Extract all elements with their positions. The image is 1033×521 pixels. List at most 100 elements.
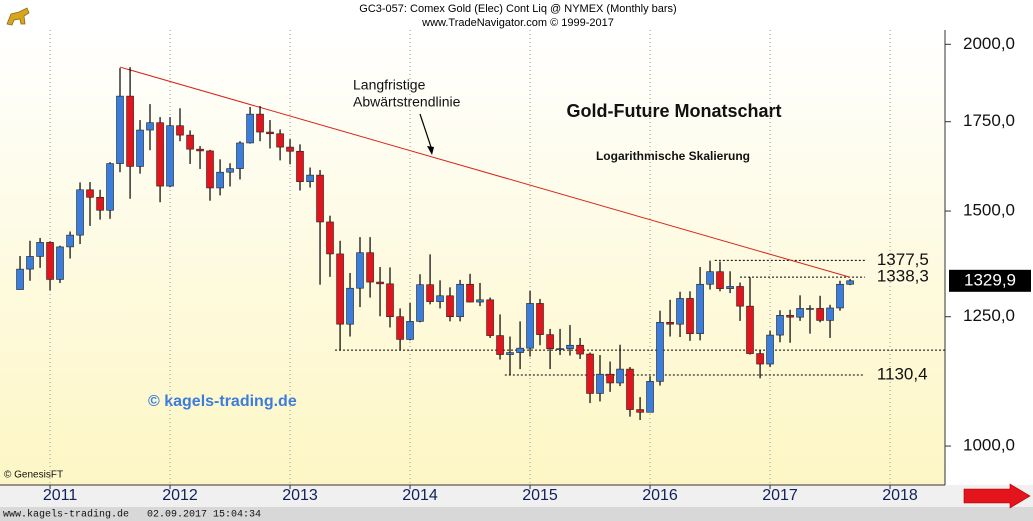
candle-body — [126, 95, 134, 167]
candle-body — [516, 347, 524, 353]
candle-body — [296, 150, 304, 182]
scale-note: Logarithmische Skalierung — [596, 149, 750, 163]
candle-body — [826, 307, 834, 321]
x-tick-label: 2015 — [522, 487, 558, 504]
candle-body — [236, 142, 244, 169]
candle-body — [346, 287, 354, 325]
candle-body — [586, 353, 594, 394]
candle-body — [756, 353, 764, 365]
candle-body — [36, 242, 44, 257]
candle-body — [56, 246, 64, 280]
candle-body — [676, 298, 684, 325]
candle-body — [306, 174, 314, 182]
candle-body — [476, 299, 484, 303]
candle-body — [166, 125, 174, 187]
candle-body — [616, 368, 624, 384]
candle-body — [566, 344, 574, 349]
candle-body — [156, 122, 164, 187]
candle-body — [766, 334, 774, 365]
candle-body — [606, 373, 614, 384]
candle-body — [716, 271, 724, 289]
candle-body — [626, 368, 634, 410]
bull-icon — [6, 7, 30, 26]
annotation-arrow — [419, 113, 433, 151]
candle-body — [366, 252, 374, 283]
candle-body — [666, 322, 674, 325]
candle-body — [696, 283, 704, 334]
candle-body — [786, 315, 794, 318]
x-tick-label: 2013 — [282, 487, 318, 504]
candle-body — [816, 308, 824, 321]
candle-body — [146, 122, 154, 131]
candle-body — [46, 242, 54, 280]
candle-body — [706, 271, 714, 285]
trend-note: Abwärtstrendlinie — [353, 94, 461, 110]
candle-body — [656, 322, 664, 382]
candle-body — [796, 308, 804, 318]
source: © GenesisFT — [4, 470, 63, 481]
candle-body — [426, 284, 434, 302]
candle-body — [256, 113, 264, 133]
candle-body — [636, 409, 644, 413]
y-tick-label: 1250,0 — [963, 306, 1015, 325]
candle-body — [466, 283, 474, 303]
y-tick-label: 1750,0 — [963, 111, 1015, 130]
candle-body — [276, 133, 284, 148]
candle-body — [186, 134, 194, 150]
candle-body — [806, 308, 814, 310]
level-label: 1130,4 — [877, 364, 928, 383]
candle-body — [326, 221, 334, 255]
candle-body — [16, 268, 24, 290]
candle-body — [106, 163, 114, 211]
candle-body — [536, 303, 544, 335]
candle-body — [266, 131, 274, 135]
candle-body — [226, 168, 234, 173]
trend-note: Langfristige — [353, 77, 426, 93]
candle-body — [506, 352, 514, 355]
x-tick-label: 2018 — [882, 487, 918, 504]
candle-body — [406, 321, 414, 340]
candle-body — [686, 298, 694, 334]
candle-body — [546, 334, 554, 349]
candle-body — [596, 373, 604, 394]
candle-body — [356, 252, 364, 289]
candle-body — [526, 303, 534, 349]
chart-title: Gold-Future Monatschart — [567, 101, 782, 121]
y-tick-label: 2000,0 — [963, 34, 1015, 53]
candle-body — [496, 335, 504, 355]
scroll-arrow[interactable] — [963, 483, 1031, 509]
candle-body — [76, 189, 84, 236]
level-label: 1338,3 — [877, 267, 929, 286]
candle-body — [846, 280, 854, 285]
annotation-arrowhead — [427, 146, 434, 155]
candle-body — [456, 283, 464, 318]
x-axis-area — [0, 485, 1033, 507]
candle-body — [286, 146, 294, 152]
candle-body — [26, 256, 34, 270]
candle-body — [116, 95, 124, 164]
candle-body — [336, 253, 344, 325]
plot-area — [0, 30, 945, 485]
candle-body — [396, 316, 404, 340]
candle-body — [726, 286, 734, 289]
header-title: GC3-057: Comex Gold (Elec) Cont Liq @ NY… — [359, 3, 676, 15]
y-tick-label: 1000,0 — [963, 436, 1015, 455]
candle-body — [436, 295, 444, 302]
candle-body — [206, 150, 214, 189]
y-tick-label: 1500,0 — [963, 201, 1015, 220]
y-axis-area — [945, 30, 1033, 485]
header-subtitle: www.TradeNavigator.com © 1999-2017 — [421, 17, 614, 29]
footer-bar — [0, 507, 1033, 521]
plot-layer — [16, 30, 945, 485]
watermark: © kagels-trading.de — [148, 393, 297, 410]
candle-body — [836, 283, 844, 309]
candle-body — [416, 284, 424, 322]
last-price-label: 1329,9 — [964, 270, 1016, 289]
candle-body — [576, 344, 584, 355]
candle-body — [746, 305, 754, 354]
trendline — [119, 66, 851, 278]
x-tick-label: 2012 — [162, 487, 198, 504]
x-tick-label: 2017 — [762, 487, 798, 504]
x-tick-label: 2014 — [402, 487, 438, 504]
